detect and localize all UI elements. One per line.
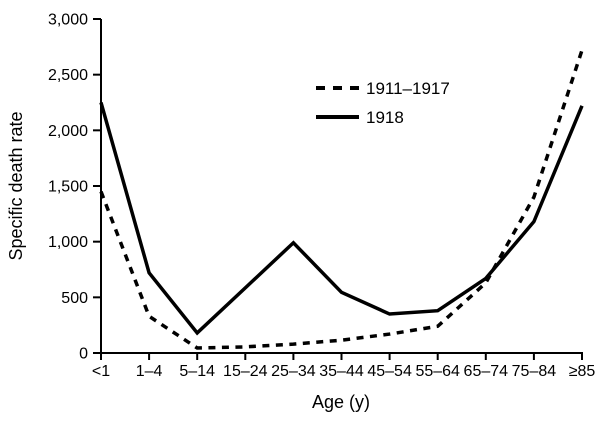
x-tick-label: ≥85	[569, 363, 596, 380]
x-tick-label: 15–24	[223, 363, 268, 380]
x-tick-label: <1	[92, 363, 110, 380]
x-tick-label: 5–14	[179, 363, 215, 380]
y-tick-label: 500	[61, 290, 88, 307]
legend-label-1918: 1918	[366, 108, 404, 127]
x-tick-label: 1–4	[136, 363, 163, 380]
x-tick-label: 45–54	[367, 363, 412, 380]
legend-label-1911-1917: 1911–1917	[366, 79, 450, 98]
plot-area: 0 500 1,000 1,500 2,000 2,500 3,000 <1 1–4 5–14 15…	[48, 12, 595, 381]
x-axis-title: Age (y)	[312, 392, 370, 412]
y-tick-label: 1,500	[48, 179, 88, 196]
x-tick-label: 25–34	[271, 363, 316, 380]
y-tick-label: 3,000	[48, 12, 88, 29]
series-line-1918	[99, 102, 584, 336]
y-axis-title: Specific death rate	[6, 111, 26, 260]
series-line-1911-1917	[99, 49, 584, 350]
y-tick-label: 1,000	[48, 234, 88, 251]
y-tick-label: 0	[79, 346, 88, 363]
x-tick-label: 35–44	[319, 363, 364, 380]
legend: 1911–1917 1918	[316, 79, 450, 127]
y-tick-label: 2,500	[48, 67, 88, 84]
y-tick-label: 2,000	[48, 123, 88, 140]
x-tick-label: 55–64	[415, 363, 460, 380]
x-tick-label: 65–74	[464, 363, 509, 380]
x-tick-label: 75–84	[512, 363, 557, 380]
